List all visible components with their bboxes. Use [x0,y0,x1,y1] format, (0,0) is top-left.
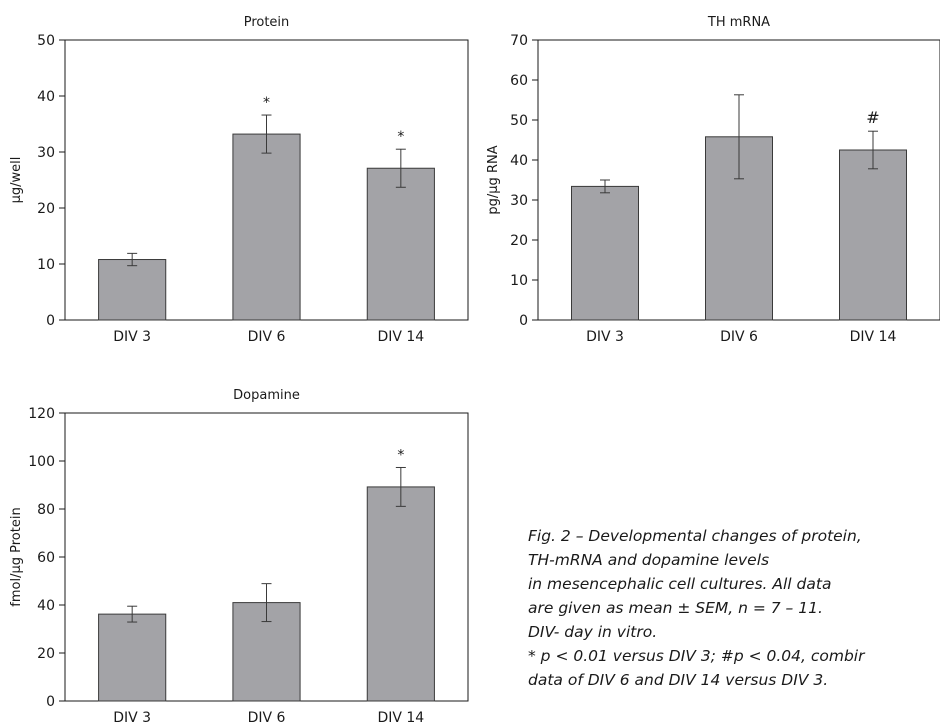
x-tick-label: DIV 3 [586,329,624,345]
significance-marker: * [397,447,404,463]
bar-div-3 [98,613,167,702]
caption-line-7: data of DIV 6 and DIV 14 versus DIV 3. [528,671,829,689]
y-tick-label: 40 [37,89,55,105]
y-tick-label: 0 [46,694,55,710]
x-tick-label: DIV 6 [248,329,286,345]
bar-div-3 [98,259,167,321]
caption-line-6: * p < 0.01 versus DIV 3; #p < 0.04, comb… [528,647,865,665]
y-tick-label: 80 [37,502,55,518]
bar-div-14 [366,167,435,321]
bar-div-6 [232,133,301,321]
y-axis-label: fmol/µg Protein [9,507,24,606]
y-tick-label: 30 [510,193,528,209]
y-axis-label: pg/µg RNA [486,145,501,214]
x-tick-label: DIV 14 [850,329,897,345]
significance-marker: * [397,129,404,145]
y-tick-label: 60 [37,550,55,566]
caption-line-1: Fig. 2 – Developmental changes of protei… [528,527,862,545]
caption-line-2: TH-mRNA and dopamine levels [528,551,770,569]
chart-2: TH mRNA 0 10 20 30 40 50 60 70 pg/µg RNA DIV 3 DIV … [486,15,940,345]
y-tick-label: 30 [37,145,55,161]
figure-caption: Fig. 2 – Developmental changes of protei… [528,524,940,692]
y-tick-label: 50 [37,33,55,49]
y-tick-label: 10 [510,273,528,289]
bar-div-14 [366,486,435,702]
x-tick-label: DIV 14 [377,710,424,724]
significance-marker: * [263,95,270,111]
y-tick-label: 0 [519,313,528,329]
significance-marker: # [866,108,879,127]
y-tick-label: 10 [37,257,55,273]
bar-div-3 [571,185,639,321]
x-tick-label: DIV 3 [113,710,151,724]
y-tick-label: 100 [28,454,55,470]
chart-title: TH mRNA [707,15,770,30]
y-tick-label: 20 [37,201,55,217]
y-tick-label: 120 [28,406,55,422]
chart-title: Protein [244,15,290,30]
y-tick-label: 20 [510,233,528,249]
chart-3: Dopamine 0 20 40 60 80 100 120 fmol/µg Protein DI… [9,388,469,724]
y-tick-label: 20 [37,646,55,662]
y-tick-label: 40 [510,153,528,169]
chart-1: Protein 0 10 20 30 40 50 µg/well DIV 3 * DIV 6 * DIV… [9,15,469,345]
x-tick-label: DIV 6 [720,329,758,345]
x-tick-label: DIV 14 [377,329,424,345]
x-tick-label: DIV 6 [248,710,286,724]
y-tick-label: 70 [510,33,528,49]
x-tick-label: DIV 3 [113,329,151,345]
caption-line-3: in mesencephalic cell cultures. All data [528,575,832,593]
y-tick-label: 0 [46,313,55,329]
bar-div-14 [839,149,907,321]
caption-line-5: DIV- day in vitro. [528,623,658,641]
y-tick-label: 60 [510,73,528,89]
caption-line-4: are given as mean ± SEM, n = 7 – 11. [528,599,823,617]
y-axis-label: µg/well [9,157,24,204]
chart-title: Dopamine [233,388,300,403]
y-tick-label: 50 [510,113,528,129]
y-tick-label: 40 [37,598,55,614]
